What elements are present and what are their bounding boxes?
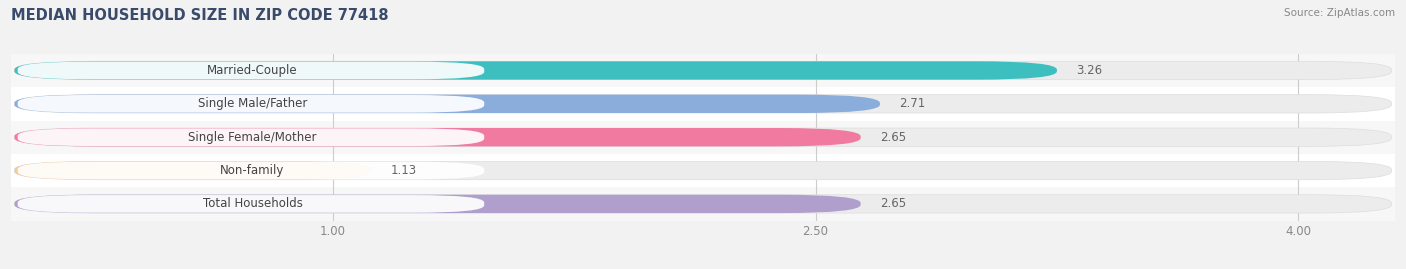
FancyBboxPatch shape — [14, 128, 860, 146]
FancyBboxPatch shape — [18, 195, 484, 213]
FancyBboxPatch shape — [11, 121, 1395, 154]
FancyBboxPatch shape — [14, 195, 1392, 213]
FancyBboxPatch shape — [14, 95, 880, 113]
FancyBboxPatch shape — [11, 154, 1395, 187]
Text: Total Households: Total Households — [202, 197, 302, 210]
FancyBboxPatch shape — [18, 128, 484, 146]
Text: MEDIAN HOUSEHOLD SIZE IN ZIP CODE 77418: MEDIAN HOUSEHOLD SIZE IN ZIP CODE 77418 — [11, 8, 389, 23]
FancyBboxPatch shape — [14, 95, 1392, 113]
FancyBboxPatch shape — [14, 161, 371, 180]
Text: Source: ZipAtlas.com: Source: ZipAtlas.com — [1284, 8, 1395, 18]
FancyBboxPatch shape — [18, 95, 484, 113]
FancyBboxPatch shape — [14, 61, 1392, 80]
FancyBboxPatch shape — [14, 128, 1392, 146]
FancyBboxPatch shape — [18, 62, 484, 79]
Text: Single Female/Mother: Single Female/Mother — [188, 131, 316, 144]
Text: 2.65: 2.65 — [880, 197, 905, 210]
Text: Married-Couple: Married-Couple — [207, 64, 298, 77]
Text: 2.65: 2.65 — [880, 131, 905, 144]
Text: 3.26: 3.26 — [1076, 64, 1102, 77]
Text: 1.13: 1.13 — [391, 164, 418, 177]
FancyBboxPatch shape — [11, 87, 1395, 121]
FancyBboxPatch shape — [14, 161, 1392, 180]
Text: Non-family: Non-family — [221, 164, 285, 177]
FancyBboxPatch shape — [14, 61, 1057, 80]
FancyBboxPatch shape — [11, 187, 1395, 221]
Text: 2.71: 2.71 — [900, 97, 925, 110]
FancyBboxPatch shape — [14, 195, 860, 213]
FancyBboxPatch shape — [18, 162, 484, 179]
FancyBboxPatch shape — [11, 54, 1395, 87]
Text: Single Male/Father: Single Male/Father — [198, 97, 308, 110]
